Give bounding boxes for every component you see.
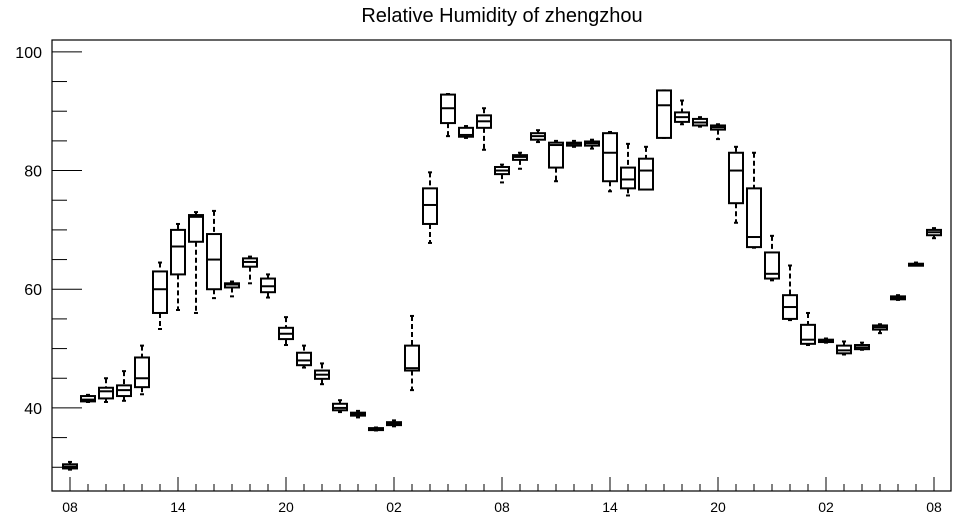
box-iqr xyxy=(296,351,312,367)
y-tick-label: 40 xyxy=(24,401,42,418)
box-iqr xyxy=(98,386,114,400)
box-iqr xyxy=(458,126,474,138)
x-tick-label: 08 xyxy=(494,499,510,515)
box-iqr xyxy=(422,187,438,225)
box-iqr xyxy=(152,270,168,314)
box-iqr xyxy=(548,141,564,169)
x-tick-label: 20 xyxy=(278,499,294,515)
box-iqr xyxy=(746,187,762,249)
y-tick-label: 80 xyxy=(24,164,42,181)
x-tick-label: 02 xyxy=(818,499,834,515)
x-tick-label: 08 xyxy=(926,499,942,515)
box-iqr xyxy=(602,132,618,183)
box-iqr xyxy=(206,233,222,291)
box-iqr xyxy=(134,356,150,389)
x-tick-label: 20 xyxy=(710,499,726,515)
y-tick-label: 60 xyxy=(24,282,42,299)
box-iqr xyxy=(620,166,636,190)
box-iqr xyxy=(638,157,654,191)
plot-area: 40 60 80 100 08 14 20 02 08 14 20 02 08 xyxy=(15,39,952,515)
box-iqr xyxy=(188,214,204,243)
box-iqr xyxy=(404,344,420,372)
chart-title: Relative Humidity of zhengzhou xyxy=(361,5,642,27)
y-tick-label: 100 xyxy=(15,45,42,62)
x-tick-label: 08 xyxy=(62,499,78,515)
plot-frame xyxy=(51,39,952,492)
box-iqr xyxy=(728,151,744,205)
box-iqr xyxy=(170,228,186,276)
x-tick-label: 02 xyxy=(386,499,402,515)
x-tick-label: 14 xyxy=(170,499,186,515)
box-iqr xyxy=(656,89,672,139)
box-iqr xyxy=(800,323,816,345)
box-iqr xyxy=(764,251,780,280)
x-tick-label: 14 xyxy=(602,499,618,515)
